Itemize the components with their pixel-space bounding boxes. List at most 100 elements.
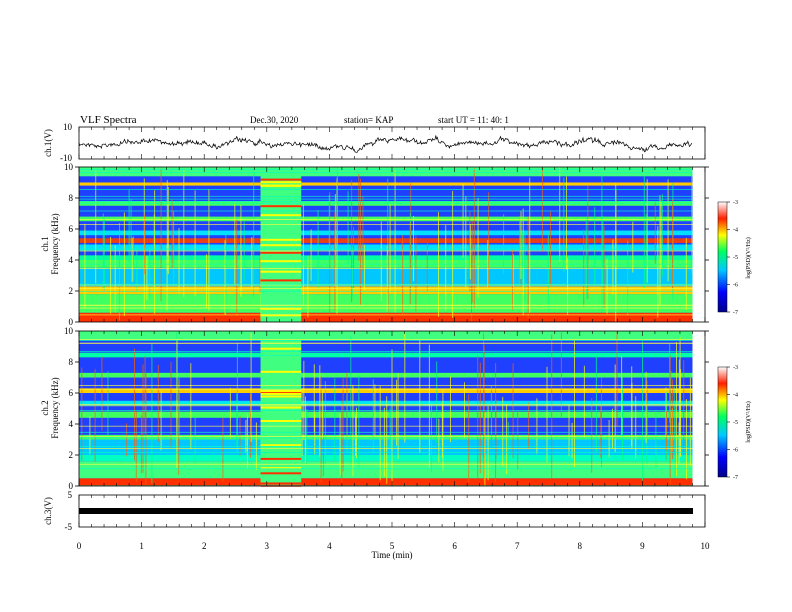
- spectrogram-streak: [567, 257, 569, 315]
- spectrogram-line: [79, 307, 693, 309]
- spectrogram-streak: [419, 339, 421, 454]
- spectrogram-streak: [178, 374, 180, 436]
- spectrogram-streak: [114, 245, 116, 313]
- spectrogram-streak: [591, 398, 593, 473]
- spectrogram-streak: [206, 254, 207, 309]
- spectrogram-streak: [355, 415, 356, 457]
- spectrogram-streak: [126, 423, 128, 457]
- spectrogram-streak: [507, 421, 509, 467]
- spectrogram-line: [79, 402, 693, 404]
- spectrogram-band: [79, 267, 693, 287]
- spectrogram-streak: [428, 344, 430, 469]
- spectrogram-streak: [522, 208, 524, 316]
- enhanced-interval-line: [260, 390, 302, 392]
- spectrogram-line: [79, 202, 693, 204]
- spectrogram-streak: [302, 203, 304, 307]
- spectrogram-streak: [379, 386, 381, 481]
- x-axis: 0 1 2 3 4 5 6 7 8 9 10: [77, 127, 710, 551]
- spectrogram-streak: [145, 373, 147, 485]
- spectrogram-streak: [350, 336, 352, 467]
- spectrogram-streak: [322, 404, 324, 476]
- spectrogram-streak: [645, 371, 647, 444]
- spectrogram-streak: [445, 225, 447, 311]
- spectrogram-line: [79, 340, 693, 341]
- header-date: Dec.30, 2020: [250, 115, 299, 125]
- spectrogram-streak: [566, 176, 567, 270]
- spectrogram-streak: [194, 416, 196, 464]
- spectrogram-line: [79, 436, 693, 437]
- spectrogram-streak: [94, 369, 96, 462]
- spectrogram-streak: [183, 169, 185, 298]
- spectrogram-streak: [140, 415, 142, 474]
- spectrogram-streak: [362, 195, 364, 271]
- spectrogram-streak: [310, 229, 312, 281]
- spectrogram-streak: [471, 238, 472, 322]
- ch1-waveform-line: [78, 135, 693, 153]
- spectrogram-streak: [503, 214, 505, 274]
- spectrogram-band: [79, 352, 693, 358]
- spectrogram-streak: [363, 244, 365, 291]
- spectrogram-streak: [691, 171, 693, 274]
- spectrogram-streak: [646, 179, 648, 283]
- enhanced-interval-line: [260, 181, 302, 184]
- spectrogram-streak: [673, 385, 675, 441]
- spectrogram-streak: [477, 355, 479, 479]
- colorbar-label: log(PSD)(V²/Hz): [745, 237, 752, 278]
- spectrogram-streak: [380, 221, 382, 302]
- spectrogram-streak: [89, 416, 91, 455]
- enhanced-interval-line: [260, 251, 302, 254]
- spectrogram-band: [79, 167, 693, 177]
- spectrogram-streak: [426, 243, 428, 291]
- spectrogram-streak: [642, 341, 643, 481]
- spectrogram-streak: [322, 390, 324, 439]
- spectrogram-streak: [517, 410, 519, 470]
- spectrogram-streak: [178, 228, 180, 294]
- ytick-label: 8: [69, 357, 74, 367]
- enhanced-interval-line: [260, 184, 302, 187]
- spectrogram-streak: [491, 390, 493, 449]
- spectrogram-line: [79, 224, 693, 225]
- ytick-label: 5: [68, 490, 73, 500]
- enhanced-interval-line: [260, 420, 302, 422]
- ytick-label: 4: [69, 255, 74, 265]
- spectrogram-streak: [487, 406, 489, 481]
- panel-ch2-spectrogram: 0 2 4 6 8 10 ch.2 Frequency (kHz): [40, 326, 709, 491]
- spectrogram-streak: [583, 365, 585, 438]
- spectrogram-streak: [512, 254, 514, 307]
- spectrogram-streak: [683, 360, 685, 455]
- spectrogram-streak: [334, 378, 336, 461]
- enhanced-interval-line: [260, 395, 302, 398]
- spectrogram-line: [79, 452, 693, 453]
- spectrogram-streak: [130, 199, 132, 266]
- ytick-label: 6: [69, 388, 74, 398]
- spectrogram-line: [79, 355, 693, 356]
- spectrogram-line: [79, 342, 693, 344]
- spectrogram-streak: [442, 389, 444, 471]
- spectrogram-streak: [615, 182, 617, 322]
- spectrogram-streak: [358, 174, 360, 261]
- spectrogram-band: [79, 331, 693, 341]
- spectrogram-streak: [645, 213, 647, 286]
- spectrogram-streak: [635, 396, 637, 459]
- spectrogram-streak: [571, 422, 573, 458]
- spectrogram-streak: [386, 245, 388, 312]
- ytick-label: 0: [69, 481, 74, 491]
- spectrogram-line: [79, 172, 693, 173]
- spectrogram-streak: [160, 390, 162, 451]
- spectrogram-streak: [144, 355, 146, 434]
- xtick-label: 7: [515, 541, 520, 551]
- spectrogram-streak: [236, 342, 238, 453]
- ch3-waveform-trace: [79, 508, 693, 514]
- spectrogram-streak: [246, 413, 248, 470]
- spectrogram-streak: [313, 364, 315, 433]
- spectrogram-streak: [103, 218, 105, 291]
- spectrogram-streak: [167, 187, 169, 275]
- ytick-label: -5: [65, 522, 73, 532]
- spectrogram-streak: [661, 194, 663, 277]
- spectrogram-streak: [477, 198, 479, 298]
- spectrogram-streak: [176, 339, 178, 434]
- spectrogram-streak: [669, 354, 671, 484]
- spectrogram-streak: [128, 189, 130, 263]
- spectrogram-line: [79, 468, 693, 470]
- spectrogram-band: [79, 439, 693, 455]
